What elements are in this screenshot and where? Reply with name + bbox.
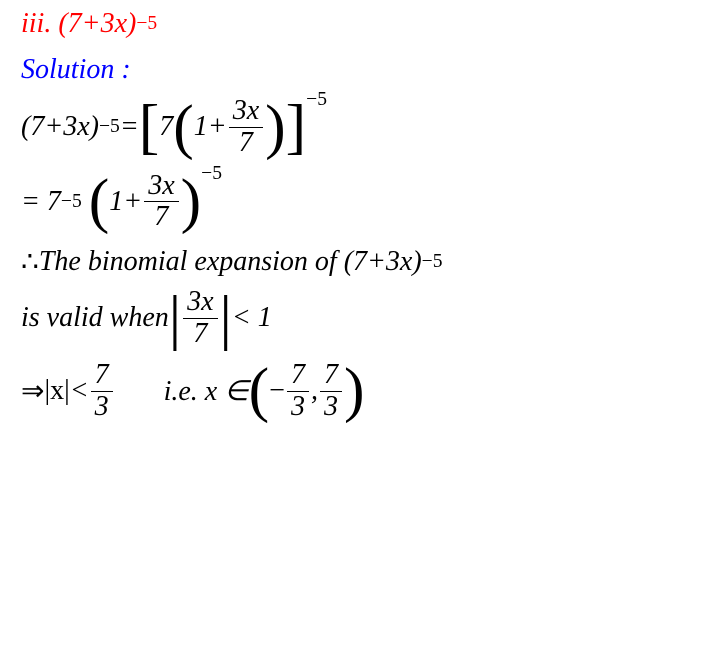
- fraction: 3x 7: [144, 171, 178, 234]
- fraction: 3x 7: [183, 287, 217, 350]
- lt: <: [70, 375, 89, 407]
- equation-step-1: (7+3x) −5 = [ 7 ( 1+ 3x 7 ) ] −5: [14, 96, 692, 159]
- lhs-base: (7+3x): [21, 111, 99, 143]
- abs-open: |: [169, 294, 181, 343]
- problem-label: iii.: [21, 8, 51, 40]
- minus: −: [269, 375, 285, 407]
- problem-statement: iii. (7+3x) −5: [14, 8, 692, 40]
- outer-exp: −5: [201, 163, 222, 185]
- paren-open: (: [89, 177, 110, 226]
- seven: 7: [159, 111, 173, 143]
- lt-one: < 1: [232, 302, 272, 334]
- one-plus: 1+: [109, 186, 142, 218]
- interval-result: ⇒ |x| < 7 3 i.e. x ∈ ( − 7 3 , 7 3 ): [14, 360, 692, 423]
- paren-open: (: [249, 366, 270, 415]
- abs-close: |: [220, 294, 232, 343]
- therefore-symbol: ∴: [21, 245, 39, 279]
- implies-symbol: ⇒: [21, 374, 44, 408]
- validity-condition: is valid when | 3x 7 | < 1: [14, 287, 692, 350]
- conclusion-exp: −5: [422, 251, 443, 273]
- bracket-close: ]: [286, 103, 307, 152]
- frac-num: 3x: [183, 287, 217, 319]
- ie-text: i.e. x ∈: [164, 374, 249, 408]
- bracket-open: [: [139, 103, 160, 152]
- comma: ,: [311, 375, 318, 407]
- frac-num: 7: [320, 360, 342, 392]
- fraction: 7 3: [91, 360, 113, 423]
- lhs-exp: −5: [99, 116, 120, 138]
- frac-den: 3: [287, 392, 309, 423]
- frac-den: 3: [91, 392, 113, 423]
- frac-num: 7: [287, 360, 309, 392]
- fraction: 7 3: [320, 360, 342, 423]
- expr-base: (7+3x): [58, 8, 136, 40]
- frac-den: 7: [235, 128, 257, 159]
- fraction: 3x 7: [229, 96, 263, 159]
- one-plus: 1+: [194, 111, 227, 143]
- solution-heading: Solution :: [14, 54, 692, 86]
- frac-num: 7: [91, 360, 113, 392]
- frac-num: 3x: [144, 171, 178, 203]
- equation-step-2: = 7 −5 ( 1+ 3x 7 ) −5: [14, 171, 692, 234]
- outer-exp: −5: [306, 89, 327, 111]
- equals-seven: = 7: [21, 186, 61, 218]
- paren-close: ): [265, 103, 286, 152]
- fraction: 7 3: [287, 360, 309, 423]
- frac-den: 7: [189, 319, 211, 350]
- conclusion-line-1: ∴ The binomial expansion of (7+3x) −5: [14, 245, 692, 279]
- abs-x: |x|: [44, 375, 69, 407]
- solution-label: Solution :: [21, 54, 131, 86]
- gap: [115, 375, 164, 407]
- conclusion-text: The binomial expansion of (7+3x): [39, 246, 422, 278]
- paren-close: ): [181, 177, 202, 226]
- equals: =: [120, 111, 139, 143]
- validity-text: is valid when: [21, 302, 169, 334]
- frac-num: 3x: [229, 96, 263, 128]
- paren-open: (: [173, 103, 194, 152]
- paren-close: ): [344, 366, 365, 415]
- expr-exponent: −5: [136, 13, 157, 35]
- frac-den: 3: [320, 392, 342, 423]
- frac-den: 7: [150, 202, 172, 233]
- exp1: −5: [61, 191, 82, 213]
